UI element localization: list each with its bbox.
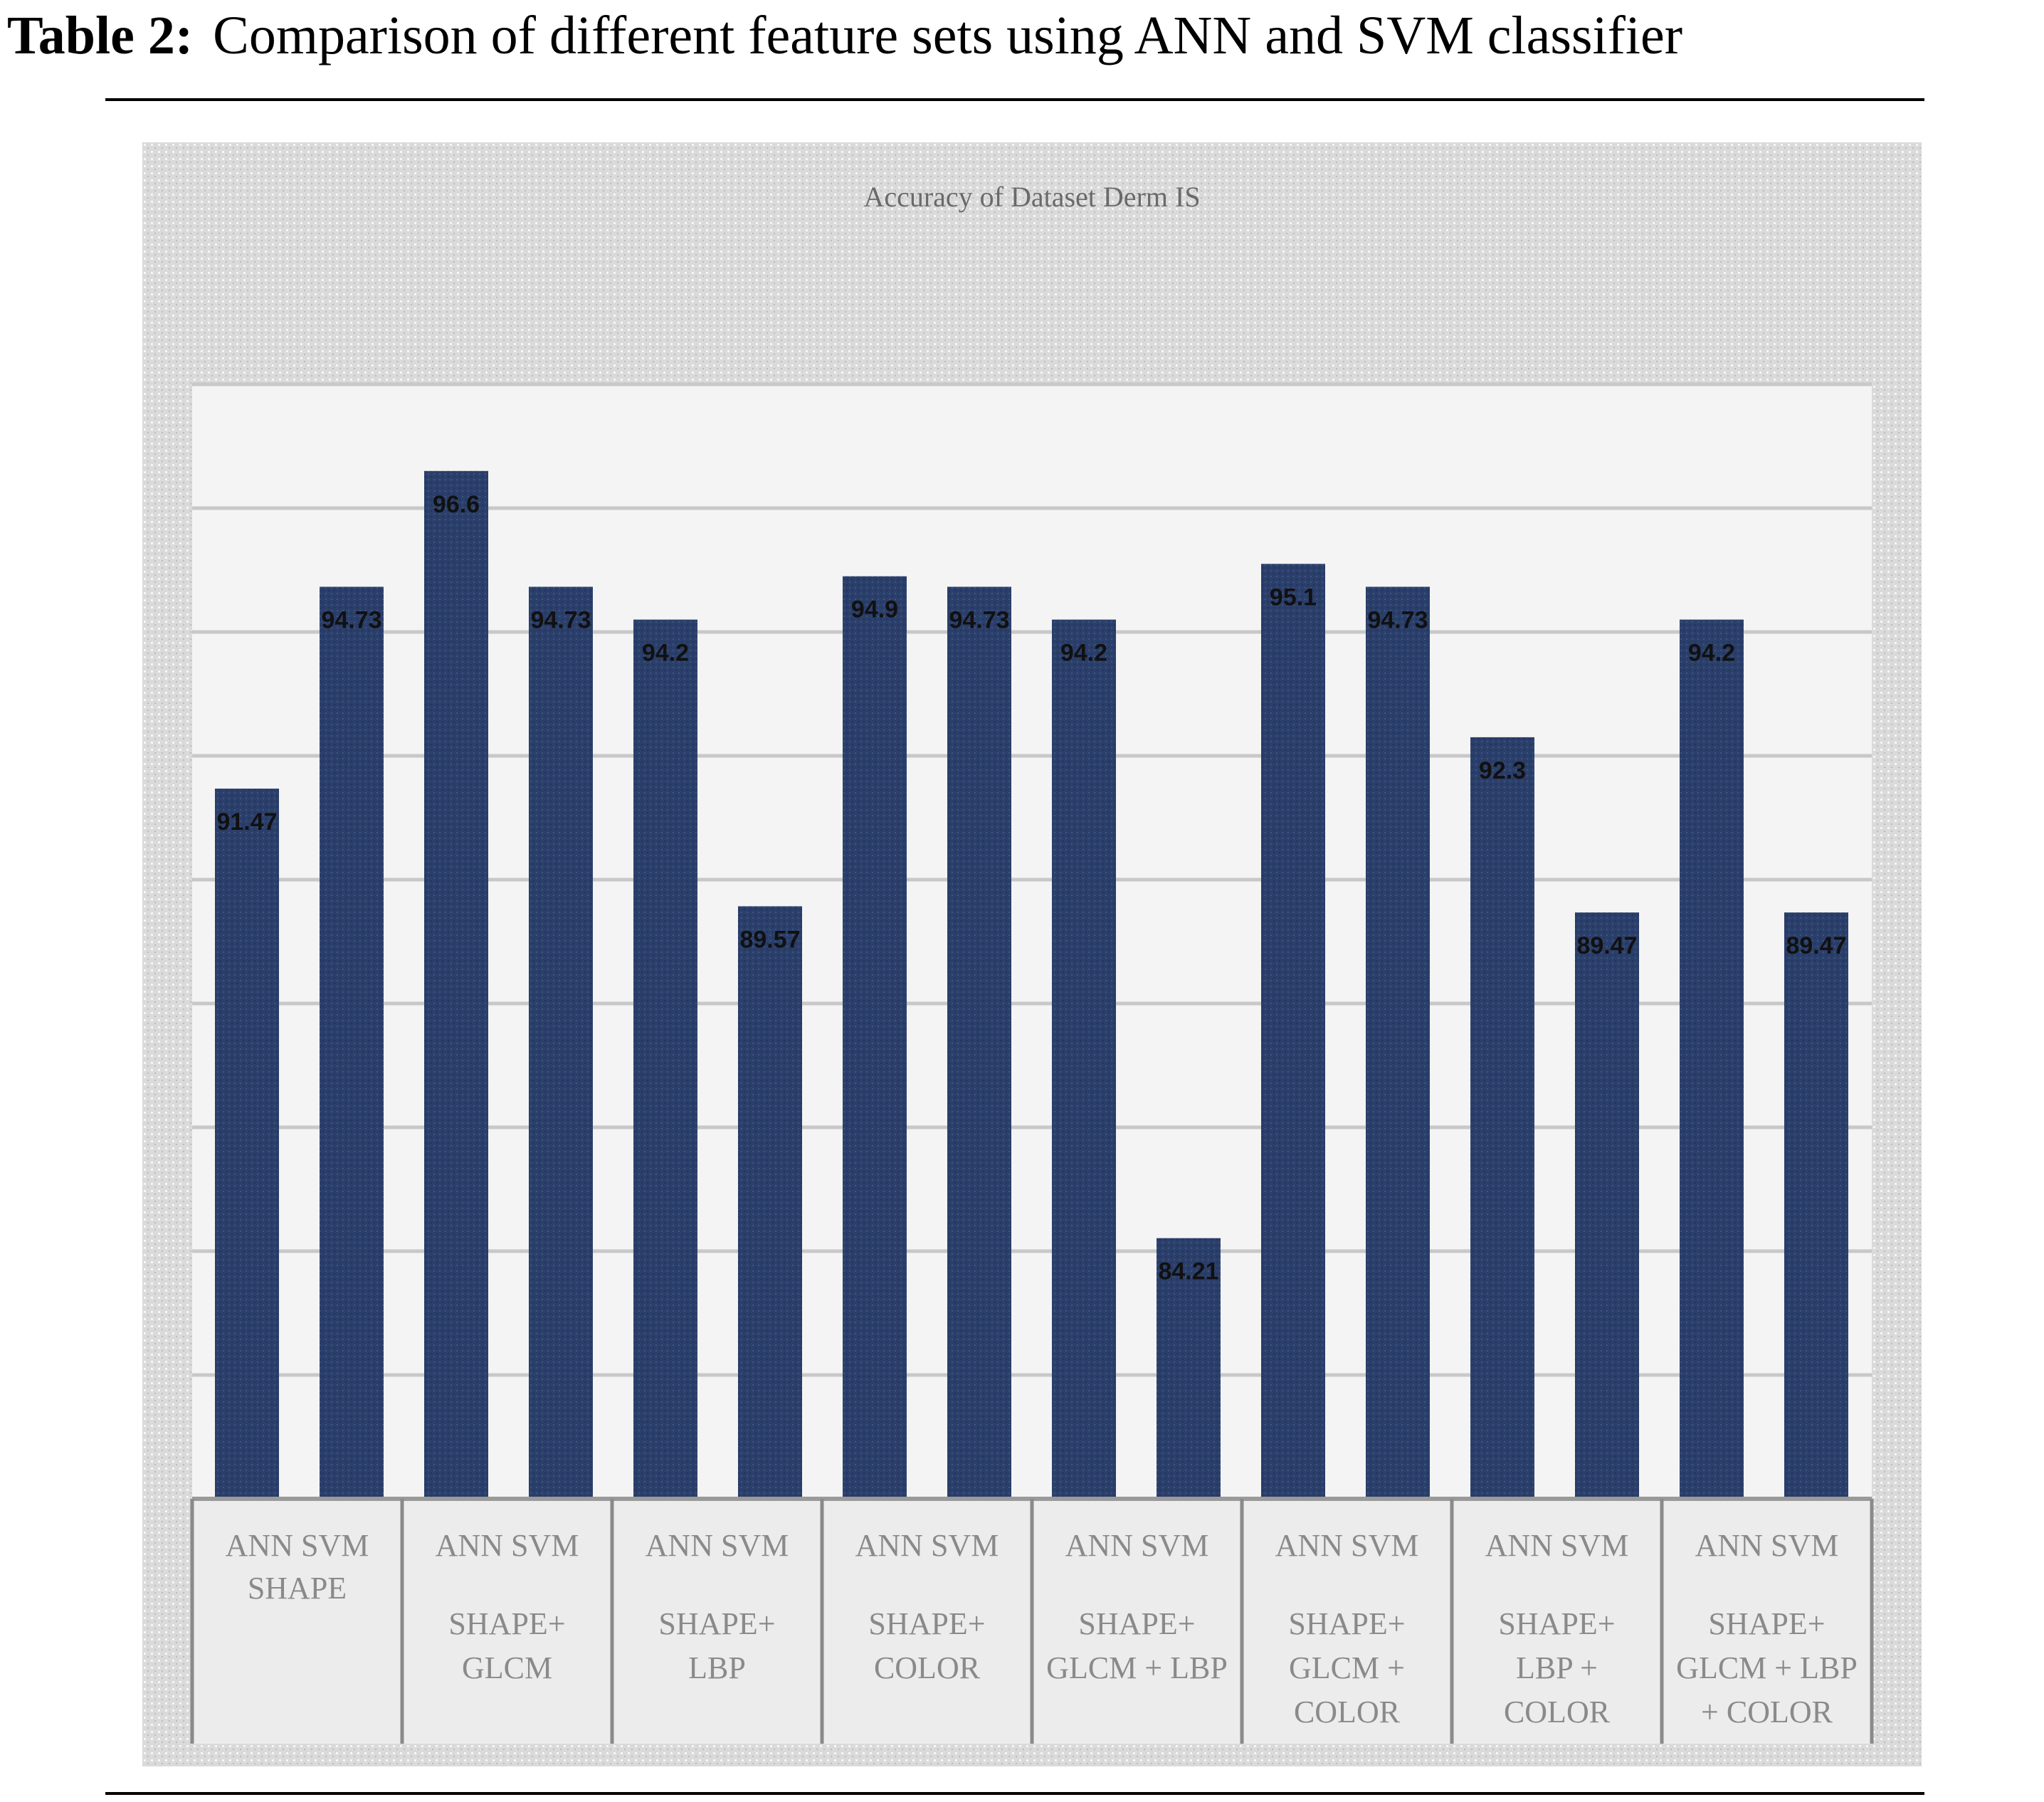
bar-svm <box>320 586 384 1499</box>
value-label: 95.1 <box>1270 584 1317 611</box>
bar-svm <box>1366 586 1430 1499</box>
category-tick-label: SHAPE+ <box>868 1606 985 1641</box>
category-tick-label: GLCM + <box>1289 1650 1405 1685</box>
category-tick-label: COLOR <box>874 1650 981 1685</box>
value-label: 94.9 <box>851 596 898 623</box>
value-label: 94.2 <box>642 640 689 667</box>
category-tick-label: COLOR <box>1294 1695 1401 1729</box>
caption-text: Comparison of different feature sets usi… <box>213 6 1683 65</box>
category-tick-label: GLCM + LBP <box>1046 1650 1228 1685</box>
series-tick-label: ANN SVM <box>436 1528 579 1563</box>
value-label: 89.57 <box>739 926 800 953</box>
bar-ann <box>843 576 907 1500</box>
category-tick-label: SHAPE+ <box>1078 1606 1195 1641</box>
top-rule <box>105 98 1924 101</box>
value-label: 91.47 <box>216 808 277 836</box>
bar-ann <box>215 789 279 1499</box>
x-axis-table: ANN SVM SHAPE ANN SVM SHAPE+ GLCM ANN SVM SHAP… <box>190 1497 1874 1744</box>
value-label: 94.73 <box>949 606 1009 633</box>
value-label: 84.21 <box>1158 1258 1218 1285</box>
value-label: 94.73 <box>1367 606 1428 633</box>
value-label: 94.2 <box>1688 640 1735 667</box>
category-tick-label: COLOR <box>1504 1695 1611 1729</box>
series-tick-label: ANN SVM <box>226 1528 369 1563</box>
bar-ann <box>1261 564 1325 1499</box>
bar-ann <box>1052 619 1116 1499</box>
series-tick-label: ANN SVM <box>855 1528 999 1563</box>
category-tick-label: SHAPE+ <box>658 1606 775 1641</box>
value-label: 96.6 <box>433 491 480 518</box>
bar-svm <box>1575 912 1639 1499</box>
value-label: 94.73 <box>321 606 381 633</box>
bottom-rule <box>105 1792 1924 1795</box>
bar-svm <box>738 906 802 1499</box>
bar-svm <box>529 586 593 1499</box>
category-tick-label: SHAPE+ <box>1708 1606 1825 1641</box>
category-tick-label: SHAPE+ <box>1288 1606 1405 1641</box>
value-label: 94.73 <box>530 606 591 633</box>
bar-ann <box>1470 737 1534 1499</box>
category-tick-label: SHAPE <box>248 1571 347 1606</box>
category-tick-label: GLCM <box>462 1650 552 1685</box>
category-tick-label: SHAPE+ <box>448 1606 565 1641</box>
bar-ann <box>424 470 488 1499</box>
series-tick-label: ANN SVM <box>1275 1528 1419 1563</box>
series-tick-label: ANN SVM <box>646 1528 789 1563</box>
category-tick-label: GLCM + LBP <box>1676 1650 1858 1685</box>
category-tick-label: SHAPE+ <box>1498 1606 1615 1641</box>
value-label: 92.3 <box>1479 757 1526 784</box>
value-label: 89.47 <box>1786 932 1846 959</box>
table-caption: Table 2: Comparison of different feature … <box>0 0 2044 71</box>
bar-svm <box>947 586 1011 1499</box>
bar-svm <box>1157 1238 1221 1499</box>
category-tick-label: LBP <box>688 1650 746 1685</box>
series-tick-label: ANN SVM <box>1485 1528 1629 1563</box>
value-label: 89.47 <box>1576 932 1637 959</box>
value-label: 94.2 <box>1060 640 1107 667</box>
category-tick-label: LBP + <box>1516 1650 1598 1685</box>
bar-ann <box>633 619 697 1499</box>
series-tick-label: ANN SVM <box>1695 1528 1839 1563</box>
bars <box>215 470 1848 1500</box>
caption-label: Table 2: <box>7 6 194 65</box>
chart-title: Accuracy of Dataset Derm IS <box>863 181 1200 213</box>
series-tick-label: ANN SVM <box>1065 1528 1209 1563</box>
category-tick-label: + COLOR <box>1701 1695 1833 1729</box>
bar-ann <box>1680 619 1744 1499</box>
value-labels: 91.47 94.73 96.6 94.73 94.2 89.57 94.9 94.73 94.… <box>216 491 1846 1285</box>
bar-svm <box>1784 912 1848 1499</box>
